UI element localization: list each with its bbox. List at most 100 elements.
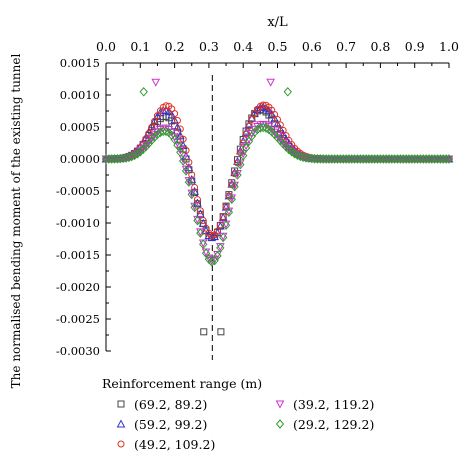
- legend-marker: [117, 440, 125, 448]
- data-point: [298, 153, 308, 162]
- x-tick-label: 0.1: [130, 39, 150, 54]
- x-tick-label: 1.0: [439, 39, 459, 54]
- data-point: [247, 131, 256, 141]
- data-point: [319, 154, 328, 164]
- data-point: [182, 146, 190, 154]
- data-point: [370, 154, 379, 164]
- x-tick-label: 0.0: [96, 39, 116, 54]
- data-point: [401, 154, 411, 164]
- y-tick-label: -0.0030: [56, 344, 100, 358]
- data-point: [333, 154, 342, 164]
- legend-marker: [116, 419, 126, 428]
- data-point: [216, 243, 225, 253]
- data-point: [173, 140, 182, 150]
- data-point: [364, 154, 374, 164]
- data-point: [396, 154, 405, 164]
- data-point: [361, 154, 371, 164]
- legend-label: (39.2, 119.2): [293, 396, 375, 412]
- data-point: [293, 150, 302, 160]
- data-point: [193, 215, 202, 226]
- data-point: [421, 154, 431, 164]
- data-point: [350, 154, 359, 164]
- data-point: [176, 147, 185, 158]
- data-point: [107, 154, 116, 164]
- data-point: [441, 154, 451, 164]
- data-point: [199, 217, 207, 225]
- data-point: [404, 154, 414, 164]
- data-point: [133, 149, 142, 159]
- x-tick-label: 0.8: [370, 39, 390, 54]
- data-point: [259, 122, 268, 133]
- data-point: [159, 126, 168, 137]
- data-point-outlier: [151, 78, 161, 87]
- data-point: [267, 109, 277, 118]
- data-point: [444, 155, 454, 164]
- legend-item: (49.2, 109.2): [116, 436, 215, 452]
- data-point: [444, 154, 454, 164]
- x-tick-label: 0.5: [268, 39, 288, 54]
- data-point: [219, 232, 228, 243]
- data-point: [433, 154, 442, 164]
- data-point: [424, 154, 434, 164]
- data-point: [138, 144, 148, 155]
- data-point: [407, 154, 417, 164]
- data-point: [236, 159, 245, 170]
- y-tick-label: -0.0005: [56, 184, 100, 198]
- data-point: [273, 119, 282, 128]
- x-tick-label: 0.4: [233, 39, 253, 54]
- data-point: [248, 115, 256, 123]
- legend-label: (49.2, 109.2): [134, 436, 216, 452]
- data-point: [215, 221, 225, 230]
- legend-marker: [275, 419, 285, 429]
- data-point: [299, 152, 308, 162]
- x-tick-label: 0.7: [336, 39, 356, 54]
- data-point: [196, 228, 205, 238]
- data-point: [390, 154, 399, 164]
- data-point: [239, 150, 248, 161]
- data-point: [381, 154, 391, 164]
- series-3: [101, 78, 454, 266]
- data-point: [148, 123, 156, 131]
- data-point: [113, 154, 122, 164]
- legend-label: (59.2, 99.2): [134, 416, 208, 432]
- data-point: [313, 154, 322, 164]
- data-point: [162, 102, 170, 110]
- data-point: [227, 194, 236, 204]
- data-point: [196, 207, 204, 215]
- data-point: [110, 154, 119, 164]
- data-point: [344, 154, 354, 164]
- data-point: [274, 116, 281, 124]
- data-point: [324, 154, 334, 164]
- legend-item: (39.2, 119.2): [275, 396, 374, 412]
- data-point: [250, 127, 259, 138]
- data-point: [144, 138, 154, 149]
- data-point: [213, 227, 221, 235]
- data-point: [141, 141, 151, 152]
- data-point: [199, 239, 208, 250]
- data-point: [202, 224, 210, 232]
- x-tick-label: 0.3: [199, 39, 219, 54]
- data-point: [241, 143, 251, 153]
- y-tick-label: 0.0000: [60, 152, 100, 166]
- data-point: [341, 154, 351, 164]
- data-point: [184, 177, 194, 187]
- legend-marker-shape: [117, 440, 125, 448]
- data-point: [270, 114, 279, 123]
- data-point: [376, 154, 385, 164]
- data-point: [367, 154, 376, 164]
- data-point: [101, 154, 111, 164]
- data-point: [296, 151, 305, 162]
- data-point: [387, 154, 396, 164]
- y-tick-label: 0.0015: [60, 56, 100, 70]
- data-point: [330, 154, 339, 164]
- data-point: [153, 129, 162, 140]
- legend-marker-shape: [117, 400, 125, 408]
- y-tick-label: -0.0025: [56, 312, 100, 326]
- y-tick-label: 0.0010: [60, 88, 100, 102]
- data-point: [347, 154, 356, 164]
- data-point: [179, 135, 187, 143]
- data-point: [339, 154, 348, 164]
- data-point: [104, 154, 114, 164]
- data-point: [221, 220, 231, 231]
- legend-label: (29.2, 129.2): [293, 416, 375, 432]
